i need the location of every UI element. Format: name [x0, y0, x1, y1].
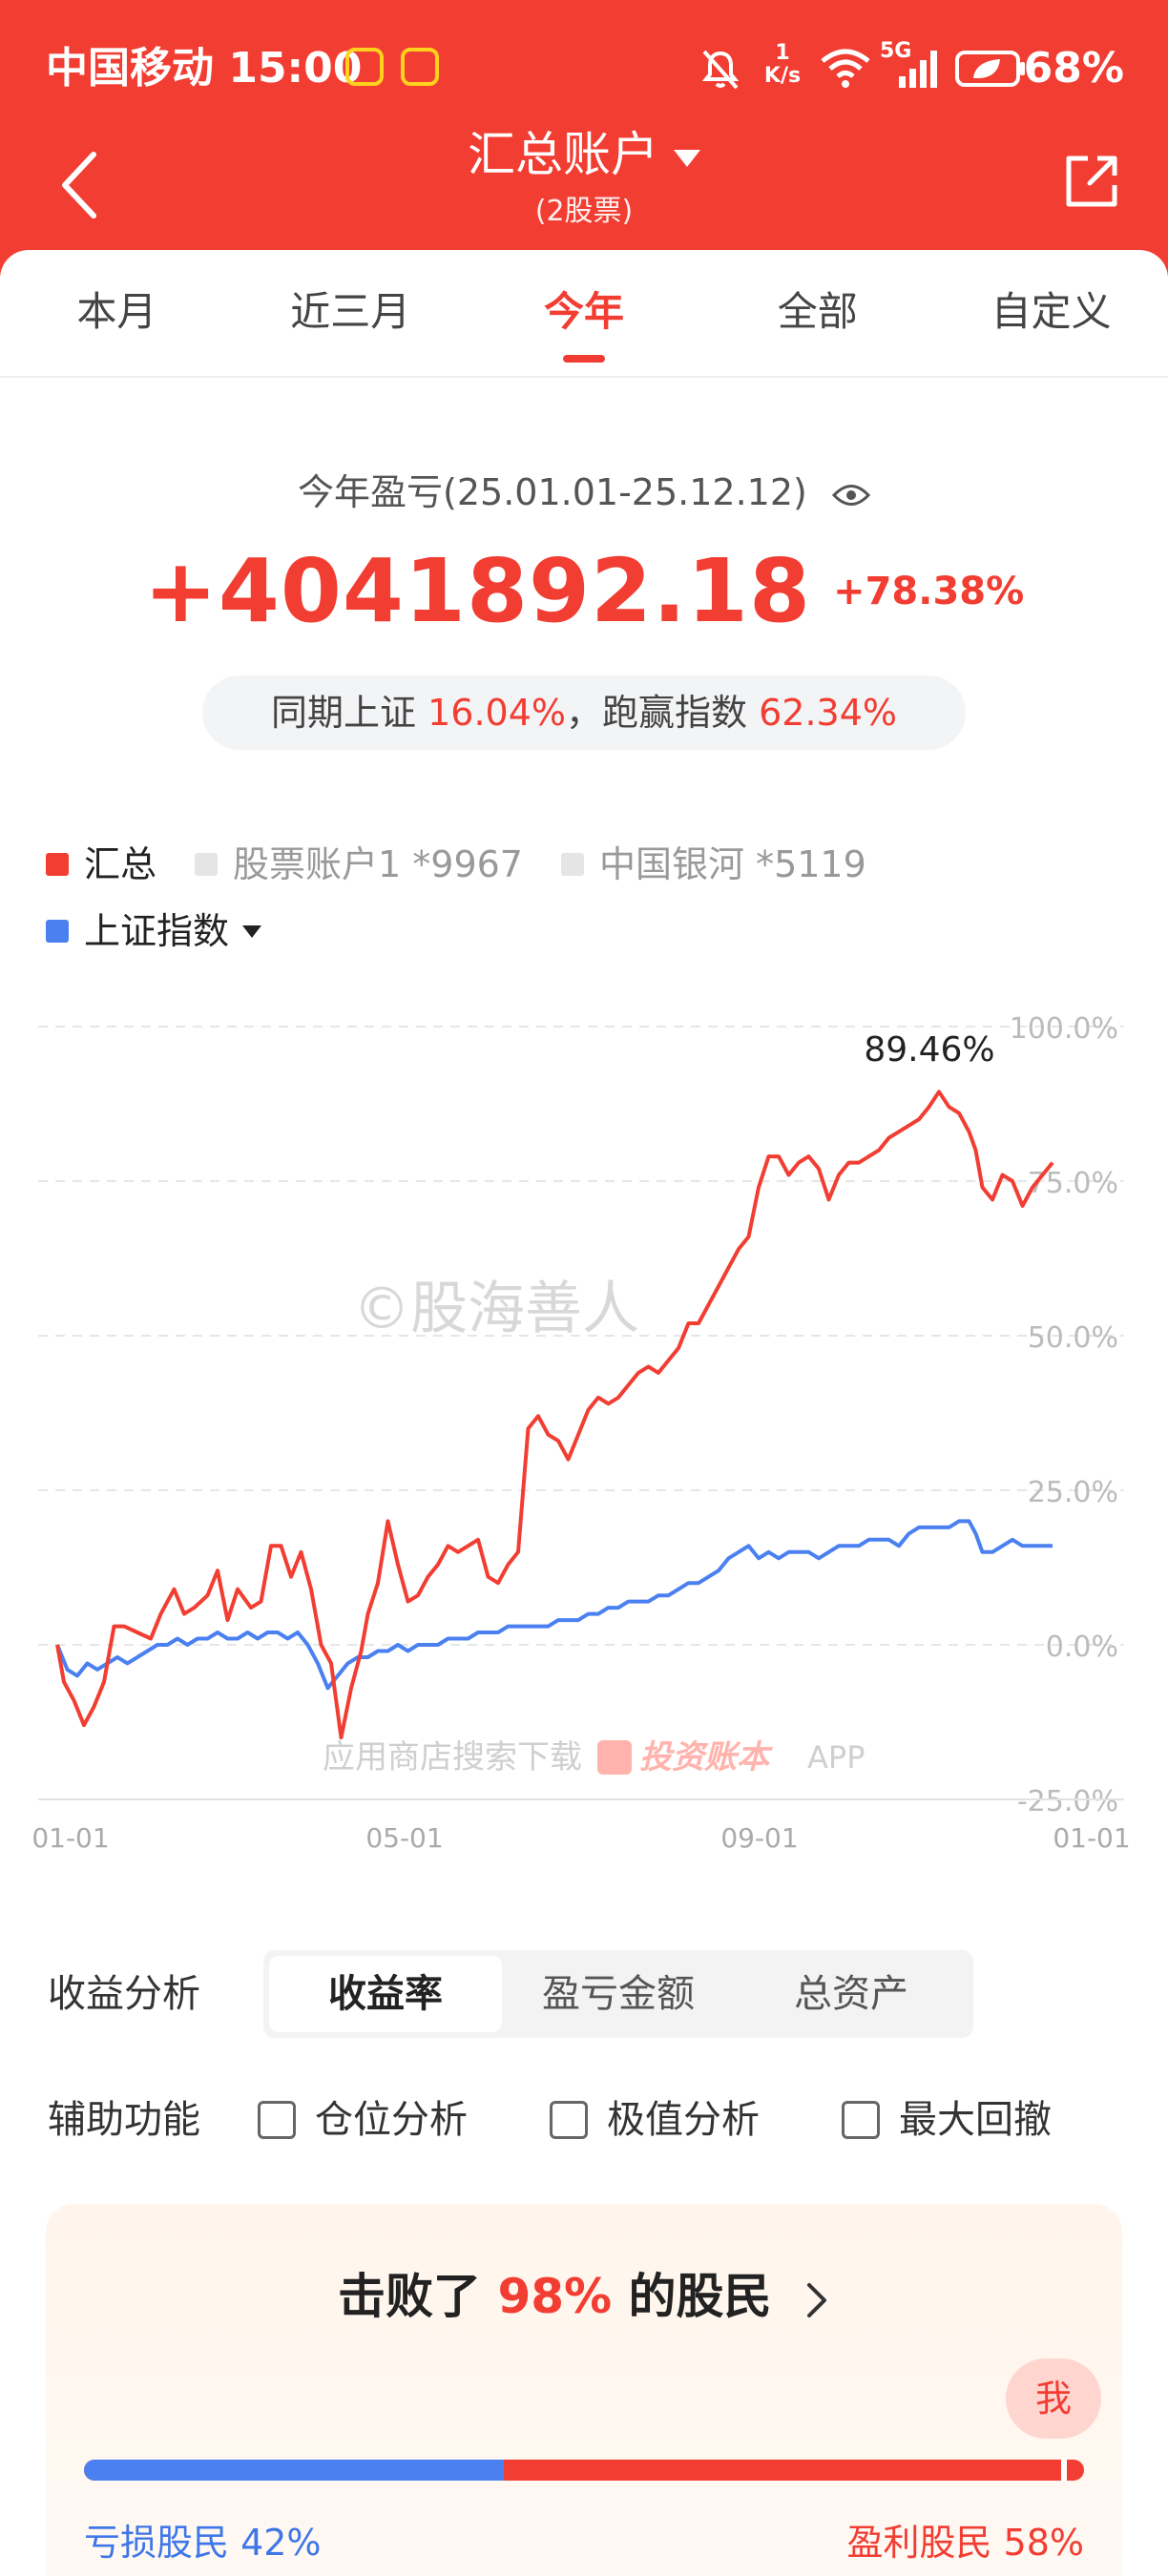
- promo-suffix: APP: [807, 1739, 865, 1776]
- profit-row: +4041892.18 +78.38%: [0, 534, 1168, 649]
- signal-icon: [899, 51, 937, 88]
- outperform-value: 62.34%: [759, 692, 898, 734]
- status-carrier-time: 中国移动 15:00: [46, 44, 363, 93]
- checkbox-square[interactable]: [550, 2101, 588, 2139]
- chevron-right-icon: [806, 2282, 826, 2317]
- return-chart[interactable]: 100.0% 75.0% 50.0% 25.0% 0.0% -25.0% ©股海善人 应用…: [0, 973, 1168, 1870]
- chart-grid: [38, 1026, 1124, 1646]
- profit-amount: +4041892.18: [143, 540, 811, 642]
- y-axis-labels: 100.0% 75.0% 50.0% 25.0% 0.0% -25.0%: [1010, 1012, 1118, 1818]
- tab-last-three-months[interactable]: 近三月: [290, 288, 411, 335]
- app-logo-icon: [597, 1740, 632, 1775]
- promo-brand: 投资账本: [639, 1738, 773, 1776]
- me-badge: 我: [1006, 2358, 1101, 2439]
- index-return: 16.04%: [428, 692, 566, 734]
- y-tick-label: 0.0%: [1046, 1631, 1118, 1664]
- analysis-option-total-assets[interactable]: 总资产: [794, 1972, 908, 2016]
- y-tick-label: -25.0%: [1017, 1785, 1118, 1818]
- period-label: 今年盈亏(25.01.01-25.12.12): [298, 471, 807, 513]
- legend-item-account-1[interactable]: 股票账户1 *9967: [195, 840, 523, 889]
- profit-percent: +78.38%: [833, 570, 1025, 613]
- share-button[interactable]: [1061, 151, 1122, 212]
- legend-swatch: [560, 853, 584, 876]
- period-label-row: 今年盈亏(25.01.01-25.12.12): [0, 467, 1168, 517]
- checkbox-max-drawdown[interactable]: 最大回撤: [842, 2093, 1052, 2147]
- battery-level: 68%: [1023, 44, 1124, 93]
- rank-title[interactable]: 击败了 98% 的股民: [46, 2263, 1122, 2330]
- tab-custom[interactable]: 自定义: [991, 288, 1112, 335]
- distribution-bar: [84, 2460, 1084, 2481]
- eye-icon[interactable]: [831, 481, 870, 509]
- page-title: 汇总账户: [468, 127, 658, 182]
- checkbox-square[interactable]: [258, 2101, 296, 2139]
- y-tick-label: 50.0%: [1028, 1321, 1118, 1355]
- y-tick-label: 25.0%: [1028, 1476, 1118, 1509]
- x-tick-label: 09-01: [720, 1822, 798, 1854]
- promo-text: 应用商店搜索下载: [323, 1738, 582, 1776]
- app-notification-icon: [401, 48, 439, 86]
- tab-all[interactable]: 全部: [777, 288, 858, 335]
- caret-down-icon: [674, 149, 700, 167]
- promo-banner: 应用商店搜索下载 投资账本 APP: [323, 1738, 865, 1776]
- title-bar: 汇总账户 (2股票): [0, 114, 1168, 248]
- series-line-total: [55, 1090, 1054, 1740]
- back-button[interactable]: [53, 147, 111, 223]
- analysis-label: 收益分析: [48, 1972, 200, 2016]
- net-speed: 1 K/s: [763, 41, 802, 88]
- series-line-index: [55, 1519, 1053, 1691]
- rank-card[interactable]: 击败了 98% 的股民 我 亏损股民 42% 盈利股民 58%: [46, 2204, 1122, 2576]
- battery-saver-icon: [955, 51, 1025, 87]
- network-type: 5G: [880, 39, 912, 63]
- analysis-segmented-control: 收益率 盈亏金额 总资产: [263, 1950, 973, 2038]
- legend-swatch: [46, 920, 69, 943]
- index-compare: 同期上证 16.04%，跑赢指数 62.34%: [202, 675, 966, 750]
- wifi-icon: [821, 49, 870, 88]
- account-selector[interactable]: 汇总账户: [0, 124, 1168, 185]
- index-selector[interactable]: 上证指数: [46, 906, 262, 956]
- x-axis-labels: 01-01 05-01 09-01 01-01: [31, 1822, 1130, 1854]
- aux-label: 辅助功能: [48, 2098, 200, 2142]
- checkbox-extreme-analysis[interactable]: 极值分析: [550, 2093, 760, 2147]
- caret-down-icon: [242, 924, 262, 938]
- x-tick-label: 05-01: [365, 1822, 443, 1854]
- y-tick-label: 75.0%: [1028, 1167, 1118, 1200]
- me-marker: [1061, 2460, 1068, 2481]
- legend-swatch: [46, 853, 69, 876]
- profit-investors-label: 盈利股民 58%: [846, 2522, 1084, 2564]
- checkbox-square[interactable]: [842, 2101, 880, 2139]
- tab-this-year[interactable]: 今年: [468, 250, 701, 376]
- status-bar: 中国移动 15:00 1 K/s 5G 68%: [0, 0, 1168, 143]
- tab-this-month[interactable]: 本月: [76, 288, 157, 335]
- mute-bell-icon: [701, 50, 740, 90]
- rank-percent: 98%: [497, 2269, 613, 2324]
- analysis-option-return-rate[interactable]: 收益率: [269, 1956, 502, 2032]
- y-tick-label: 100.0%: [1010, 1012, 1118, 1046]
- peak-value-label: 89.46%: [864, 1030, 994, 1070]
- loss-investors-label: 亏损股民 42%: [84, 2522, 322, 2564]
- page-subtitle: (2股票): [534, 195, 634, 228]
- legend-swatch: [195, 853, 219, 876]
- legend-item-total[interactable]: 汇总: [46, 840, 156, 889]
- x-tick-label: 01-01: [31, 1822, 109, 1854]
- app-notification-icon: [345, 48, 384, 86]
- chart-watermark: ©股海善人: [353, 1276, 639, 1342]
- loss-segment: [84, 2460, 505, 2481]
- period-tabs: 本月 近三月 今年 全部 自定义: [0, 250, 1168, 378]
- header: 中国移动 15:00 1 K/s 5G 68%: [0, 0, 1168, 277]
- chart-legend: 汇总 股票账户1 *9967 中国银河 *5119 上证指数: [46, 840, 905, 973]
- checkbox-position-analysis[interactable]: 仓位分析: [258, 2093, 468, 2147]
- analysis-option-profit-amount[interactable]: 盈亏金额: [542, 1972, 695, 2016]
- x-tick-label: 01-01: [1053, 1822, 1130, 1854]
- legend-item-account-2[interactable]: 中国银河 *5119: [560, 840, 866, 889]
